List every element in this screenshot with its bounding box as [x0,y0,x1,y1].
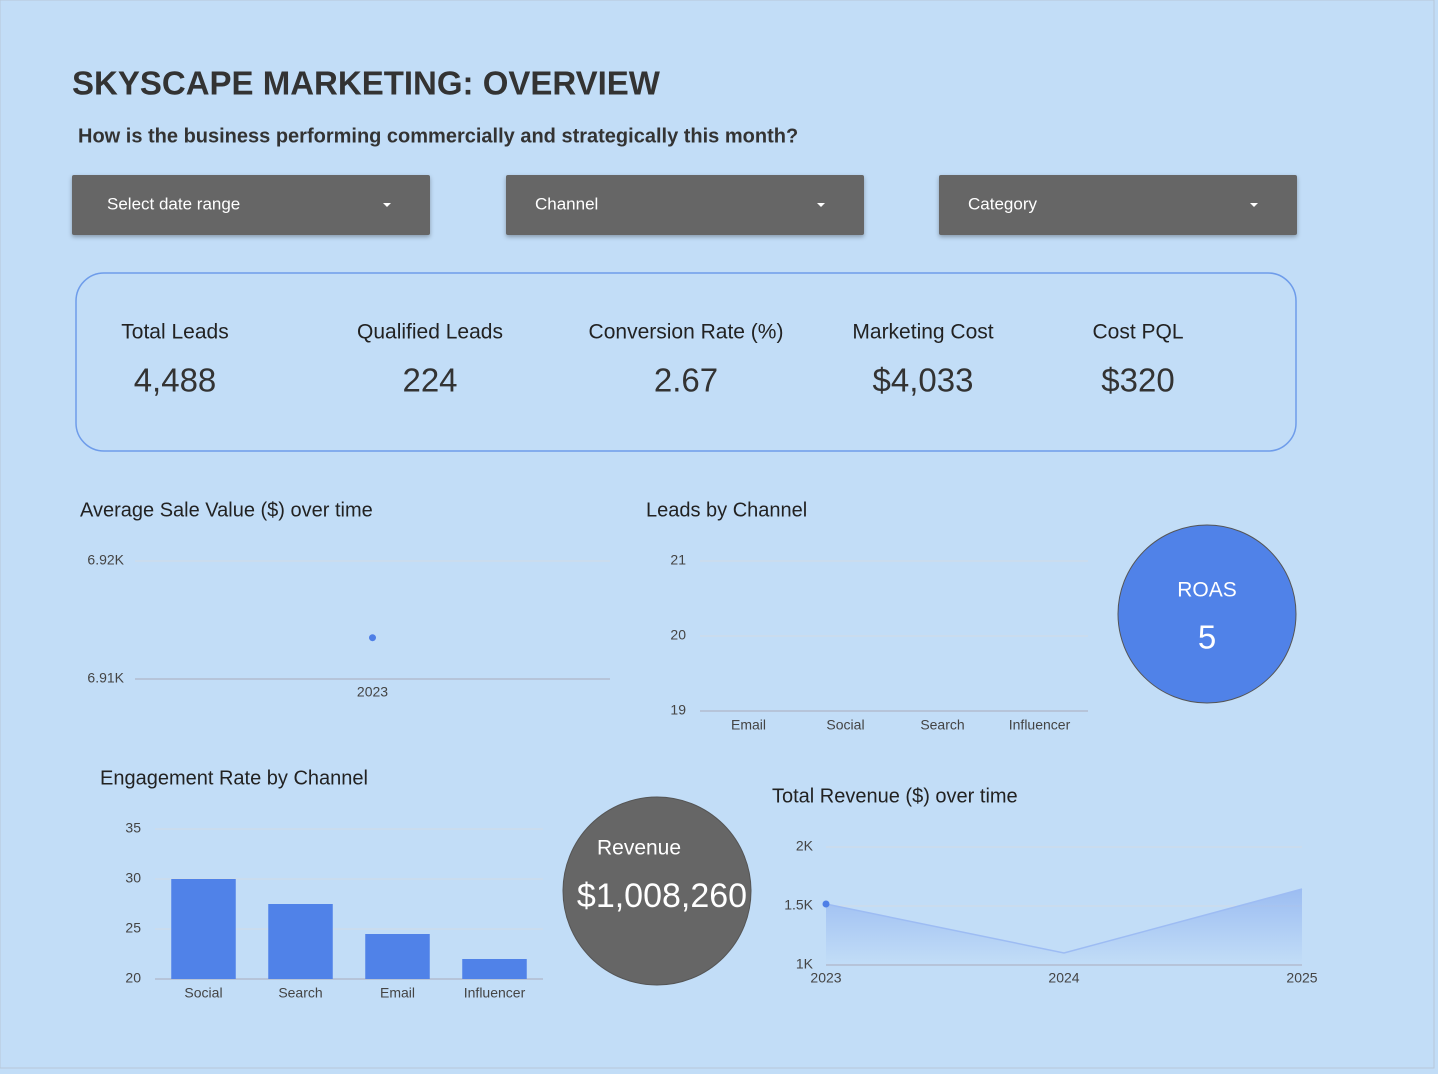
data-point [369,634,376,642]
x-tick-label: Social [184,985,222,1001]
y-tick-label: 1K [796,956,814,972]
x-tick-label: 2024 [1048,970,1079,986]
kpi-label: Conversion Rate (%) [589,321,784,344]
dropdown-caret[interactable] [817,203,825,207]
bar [268,904,333,979]
y-tick-label: 30 [125,870,141,886]
filter-label[interactable]: Channel [535,194,598,213]
y-tick-label: 20 [670,627,686,643]
x-tick-label: Search [920,717,964,733]
filter-dropdown[interactable] [72,175,430,235]
area [826,889,1302,965]
x-tick-label: Influencer [464,985,526,1001]
y-tick-label: 21 [670,552,686,568]
bar [365,934,430,979]
kpi-value: 224 [402,362,457,399]
kpi-panel [75,272,1297,452]
bar [462,959,527,979]
chart-title: Engagement Rate by Channel [100,767,368,789]
y-tick-label: 6.91K [87,670,124,686]
y-tick-label: 20 [125,970,141,986]
kpi-label: Marketing Cost [852,321,993,344]
x-tick-label: 2025 [1286,970,1317,986]
x-tick-label: Influencer [1009,717,1071,733]
y-tick-label: 6.92K [87,552,124,568]
chart-title: Average Sale Value ($) over time [80,499,373,521]
page-title: SKYSCAPE MARKETING: OVERVIEW [72,65,661,102]
x-tick-label: Email [731,717,766,733]
chart-title: Total Revenue ($) over time [772,785,1018,807]
filter-dropdown[interactable] [939,175,1297,235]
x-tick-label: Search [278,985,322,1001]
y-tick-label: 25 [125,920,141,936]
scorecard-label: ROAS [1177,579,1237,602]
chart-title: Leads by Channel [646,499,807,521]
scorecard-circle [1117,524,1297,704]
page-subtitle: How is the business performing commercia… [78,125,798,147]
scorecard-value: 5 [1198,619,1216,656]
bar [171,879,236,979]
dropdown-caret[interactable] [383,203,391,207]
kpi-value: $320 [1101,362,1174,399]
filter-label[interactable]: Select date range [107,194,240,213]
dropdown-caret[interactable] [1250,203,1258,207]
filter-dropdown[interactable] [506,175,864,235]
kpi-label: Total Leads [121,321,228,344]
kpi-label: Qualified Leads [357,321,503,344]
x-tick-label: 2023 [810,970,841,986]
y-tick-label: 1.5K [784,897,813,913]
scorecard-value: $1,008,260 [577,877,747,915]
kpi-value: 4,488 [134,362,217,399]
filter-label[interactable]: Category [968,194,1037,213]
area-line [825,888,1303,954]
data-point [822,900,830,908]
scorecard-circle [562,796,752,986]
y-tick-label: 35 [125,820,141,836]
y-tick-label: 2K [796,838,814,854]
x-tick-label: Social [826,717,864,733]
scorecard-label: Revenue [597,837,681,860]
x-tick-label: Email [380,985,415,1001]
x-tick-label: 2023 [357,684,388,700]
kpi-value: 2.67 [654,362,718,399]
y-tick-label: 19 [670,702,686,718]
kpi-value: $4,033 [873,362,974,399]
kpi-label: Cost PQL [1092,321,1183,344]
